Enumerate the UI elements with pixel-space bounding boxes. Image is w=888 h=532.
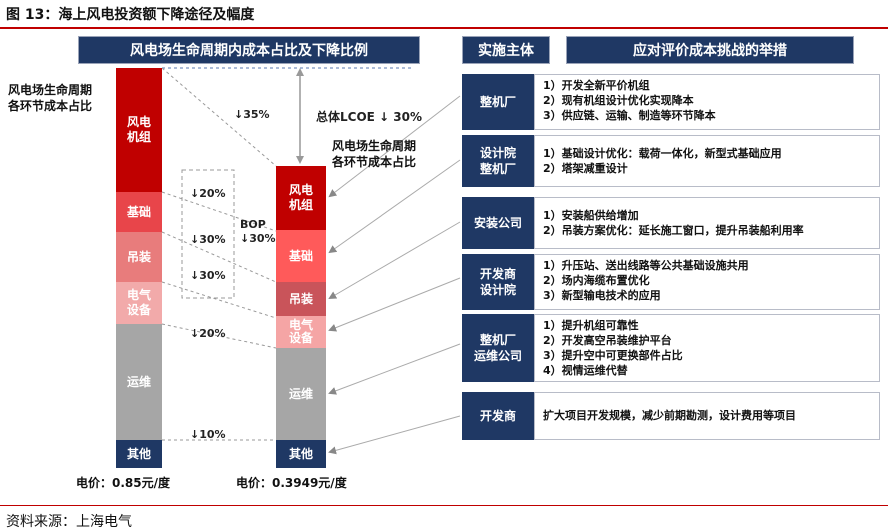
measure-item: 2）吊装方案优化：延长施工窗口，提升吊装船利用率 — [543, 224, 804, 237]
actor-label: 开发商 — [479, 267, 516, 281]
top-rule — [0, 27, 888, 29]
measure-item: 1）升压站、送出线路等公共基础设施共用 — [543, 259, 749, 272]
segment-label: 吊装 — [126, 249, 151, 264]
segment-label: 电气设备 — [288, 318, 313, 345]
right-bar-segment-om: 运维 — [276, 348, 326, 440]
actor-label: 安装公司 — [473, 216, 522, 230]
segment-label: 风电机组 — [126, 115, 151, 144]
left-side-label-line: 风电场生命周期 — [8, 83, 93, 97]
actor-box-3: 安装公司 — [462, 197, 534, 249]
measures-box-3: 1）安装船供给增加 2）吊装方案优化：延长施工窗口，提升吊装船利用率 — [534, 197, 880, 249]
left-price: 电价：0.85元/度 — [76, 476, 170, 490]
measure-item: 扩大项目开发规模，减少前期勘测，设计费用等项目 — [543, 409, 796, 422]
measures-box-4: 1）升压站、送出线路等公共基础设施共用 2）场内海缆布置优化 3）新型输电技术的… — [534, 254, 880, 310]
measures-box-6: 扩大项目开发规模，减少前期勘测，设计费用等项目 — [534, 392, 880, 440]
right-bar-segment-foundation: 基础 — [276, 230, 326, 282]
left-stacked-bar: 风电机组 基础 吊装 电气设备 运维 其他 — [116, 68, 162, 468]
actor-label: 整机厂 — [479, 162, 516, 176]
measure-item: 3）提升空中可更换部件占比 — [543, 349, 683, 362]
actor-label: 开发商 — [479, 409, 516, 423]
reduction-turbine: ↓35% — [234, 108, 270, 121]
measures-header: 应对评价成本挑战的举措 — [566, 36, 854, 64]
actor-header: 实施主体 — [462, 36, 550, 64]
measures-box-2: 1）基础设计优化：载荷一体化，新型式基础应用 2）塔架减重设计 — [534, 135, 880, 187]
reduction-om: ↓20% — [190, 327, 226, 340]
actor-box-1: 整机厂 — [462, 74, 534, 130]
segment-label: 吊装 — [288, 291, 313, 306]
left-bar-segment-installation: 吊装 — [116, 232, 162, 282]
measure-item: 3）新型输电技术的应用 — [543, 289, 661, 302]
left-header: 风电场生命周期内成本占比及下降比例 — [78, 36, 420, 64]
actor-label: 整机厂 — [479, 333, 516, 347]
actor-label: 设计院 — [479, 146, 516, 160]
bop-label-line: BOP — [240, 218, 266, 231]
reduction-other: ↓10% — [190, 428, 226, 441]
mid-side-label-line: 风电场生命周期 — [332, 139, 417, 153]
segment-label: 运维 — [126, 374, 151, 389]
actor-box-2: 设计院 整机厂 — [462, 135, 534, 187]
bop-label-line: ↓30% — [240, 232, 276, 245]
segment-label: 其他 — [288, 446, 313, 461]
segment-label: 运维 — [288, 386, 313, 401]
bottom-rule — [0, 505, 888, 506]
reduction-foundation: ↓20% — [190, 187, 226, 200]
left-side-label-line: 各环节成本占比 — [8, 99, 93, 113]
reduction-electrical: ↓30% — [190, 269, 226, 282]
right-stacked-bar: 风电机组 基础 吊装 电气设备 运维 其他 — [276, 166, 326, 468]
segment-label: 其他 — [126, 446, 151, 461]
mid-side-label-line: 各环节成本占比 — [332, 155, 417, 169]
total-lcoe-label: 总体LCOE ↓ 30% — [316, 110, 422, 124]
right-bar-segment-installation: 吊装 — [276, 282, 326, 316]
right-bar-segment-turbine: 风电机组 — [276, 166, 326, 230]
left-bar-segment-turbine: 风电机组 — [116, 68, 162, 192]
reduction-installation: ↓30% — [190, 233, 226, 246]
right-bar-segment-other: 其他 — [276, 440, 326, 468]
actor-box-6: 开发商 — [462, 392, 534, 440]
mid-side-label: 风电场生命周期 各环节成本占比 — [332, 138, 416, 170]
segment-label: 风电机组 — [288, 183, 313, 212]
left-bar-segment-om: 运维 — [116, 324, 162, 440]
measures-box-5: 1）提升机组可靠性 2）开发高空吊装维护平台 3）提升空中可更换部件占比 4）视… — [534, 314, 880, 382]
measure-item: 1）基础设计优化：载荷一体化，新型式基础应用 — [543, 147, 782, 160]
right-price: 电价：0.3949元/度 — [236, 476, 347, 490]
left-bar-segment-other: 其他 — [116, 440, 162, 468]
actor-box-4: 开发商 设计院 — [462, 254, 534, 310]
measure-item: 2）开发高空吊装维护平台 — [543, 334, 672, 347]
left-bar-segment-foundation: 基础 — [116, 192, 162, 232]
measures-box-1: 1）开发全新平价机组 2）现有机组设计优化实现降本 3）供应链、运输、制造等环节… — [534, 74, 880, 130]
actor-label: 整机厂 — [479, 95, 516, 109]
measure-item: 1）开发全新平价机组 — [543, 79, 650, 92]
actor-label: 运维公司 — [473, 349, 522, 363]
measure-item: 2）场内海缆布置优化 — [543, 274, 650, 287]
actor-label: 设计院 — [479, 283, 516, 297]
bop-label: BOP ↓30% — [240, 218, 276, 246]
right-bar-segment-electrical: 电气设备 — [276, 316, 326, 348]
measure-item: 2）塔架减重设计 — [543, 162, 628, 175]
left-bar-segment-electrical: 电气设备 — [116, 282, 162, 324]
measure-item: 2）现有机组设计优化实现降本 — [543, 94, 694, 107]
segment-label: 基础 — [126, 204, 151, 219]
segment-label: 电气设备 — [126, 288, 151, 317]
measure-item: 1）提升机组可靠性 — [543, 319, 639, 332]
segment-label: 基础 — [288, 248, 313, 263]
measure-item: 1）安装船供给增加 — [543, 209, 639, 222]
actor-box-5: 整机厂 运维公司 — [462, 314, 534, 382]
measure-item: 4）视情运维代替 — [543, 364, 628, 377]
figure-title: 图 13：海上风电投资额下降途径及幅度 — [6, 7, 255, 23]
left-side-label: 风电场生命周期 各环节成本占比 — [8, 82, 92, 114]
source-note: 资料来源：上海电气 — [6, 514, 132, 530]
measure-item: 3）供应链、运输、制造等环节降本 — [543, 109, 716, 122]
